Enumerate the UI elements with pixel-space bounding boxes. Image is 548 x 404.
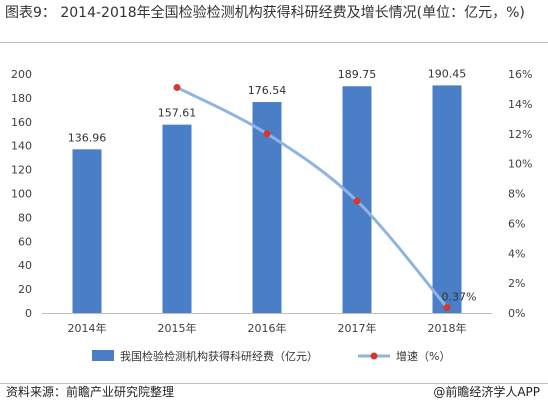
x-tick-label: 2017年 bbox=[338, 321, 377, 335]
y2-tick-label: 14% bbox=[508, 98, 532, 111]
source-note: 资料来源：前瞻产业研究院整理 bbox=[6, 385, 175, 399]
legend-line-marker bbox=[370, 352, 378, 360]
y-tick-label: 0 bbox=[25, 307, 32, 320]
legend: 我国检验检测机构获得科研经费（亿元） 增速（%） bbox=[92, 349, 450, 363]
bar-value-label: 157.61 bbox=[158, 107, 197, 120]
y-tick-label: 140 bbox=[11, 140, 32, 153]
y2-tick-label: 2% bbox=[508, 277, 525, 290]
y2-tick-label: 4% bbox=[508, 247, 525, 260]
growth-point bbox=[443, 303, 451, 311]
legend-bar-label: 我国检验检测机构获得科研经费（亿元） bbox=[120, 349, 318, 363]
y-tick-label: 60 bbox=[18, 235, 32, 248]
axes: 0 20 40 60 80 100 120 140 160 180 200 0% 2% 4% 6% 8% 10%… bbox=[11, 68, 532, 335]
x-tick-label: 2018年 bbox=[428, 321, 467, 335]
x-tick-label: 2015年 bbox=[158, 321, 197, 335]
y2-tick-label: 10% bbox=[508, 158, 532, 171]
growth-line bbox=[175, 85, 449, 309]
y-tick-label: 200 bbox=[11, 68, 32, 81]
y2-tick-label: 6% bbox=[508, 217, 525, 230]
y-tick-label: 20 bbox=[18, 283, 32, 296]
growth-point bbox=[353, 197, 361, 205]
y-tick-label: 120 bbox=[11, 164, 32, 177]
chart-title: 图表9： 2014-2018年全国检验检测机构获得科研经费及增长情况(单位：亿元… bbox=[5, 5, 525, 21]
y-tick-label: 80 bbox=[18, 211, 32, 224]
growth-point bbox=[263, 130, 271, 138]
y2-tick-label: 12% bbox=[508, 128, 532, 141]
bar-value-label: 190.45 bbox=[428, 67, 467, 80]
x-tick-label: 2016年 bbox=[248, 321, 287, 335]
growth-value-label: 0.37% bbox=[442, 290, 477, 303]
chart-svg: 136.96 157.61 176.54 189.75 190.45 0.37% 0 20… bbox=[11, 67, 532, 363]
y2-tick-label: 8% bbox=[508, 188, 525, 201]
legend-bar-swatch bbox=[92, 350, 114, 361]
footer-divider bbox=[0, 383, 548, 384]
growth-series: 0.37% bbox=[173, 83, 477, 311]
y-tick-label: 180 bbox=[11, 92, 32, 105]
title-divider bbox=[0, 42, 548, 43]
bar bbox=[72, 149, 102, 313]
bar-value-label: 189.75 bbox=[338, 68, 377, 81]
legend-line-label: 增速（%） bbox=[396, 349, 450, 363]
bar-series: 136.96 157.61 176.54 189.75 190.45 bbox=[68, 67, 467, 313]
growth-point bbox=[173, 83, 181, 91]
x-tick-label: 2014年 bbox=[68, 321, 107, 335]
y2-tick-label: 0% bbox=[508, 307, 525, 320]
bar bbox=[162, 124, 192, 313]
bar bbox=[432, 85, 462, 313]
y2-tick-label: 16% bbox=[508, 68, 532, 81]
y-tick-label: 100 bbox=[11, 188, 32, 201]
brand-credit: @前瞻经济学人APP bbox=[433, 385, 540, 399]
bar-value-label: 136.96 bbox=[68, 131, 107, 144]
bar-value-label: 176.54 bbox=[248, 84, 287, 97]
y-tick-label: 160 bbox=[11, 116, 32, 129]
y-tick-label: 40 bbox=[18, 259, 32, 272]
